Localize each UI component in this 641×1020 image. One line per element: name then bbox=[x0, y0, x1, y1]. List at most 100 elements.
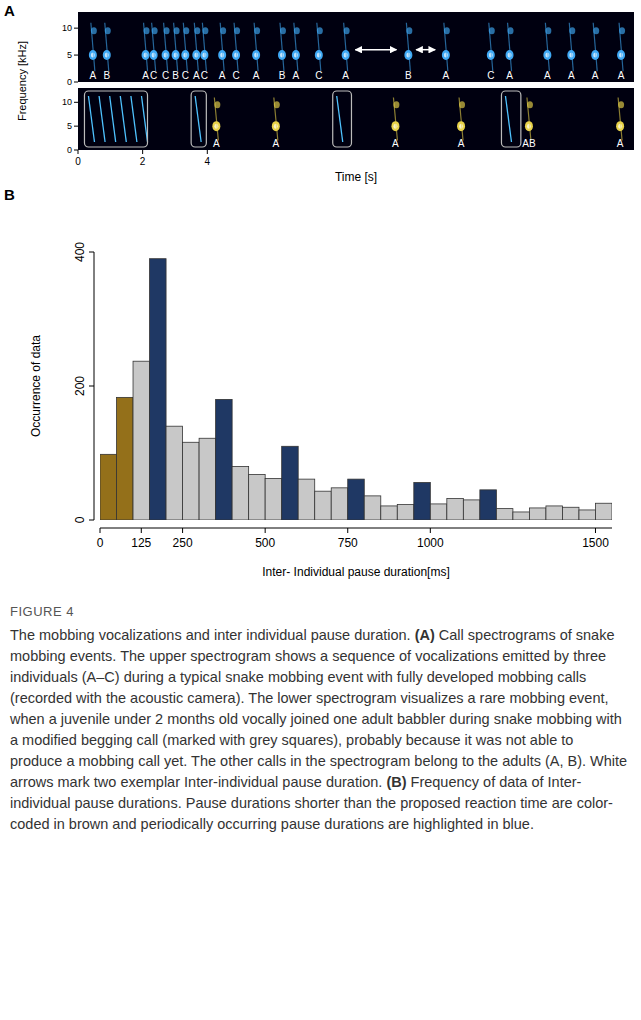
caption-label: FIGURE 4 bbox=[10, 604, 628, 619]
call-label: B bbox=[279, 70, 286, 81]
bar bbox=[133, 361, 150, 520]
call-streak bbox=[254, 23, 258, 71]
y-axis-title: Occurrence of data bbox=[29, 335, 43, 437]
call-label: B bbox=[405, 70, 412, 81]
begging-streak bbox=[110, 96, 116, 142]
call bbox=[543, 23, 551, 71]
bar bbox=[265, 478, 282, 520]
y-tick bbox=[74, 102, 78, 103]
y-tick bbox=[74, 82, 78, 83]
calls bbox=[84, 91, 624, 147]
figure: {"chart_data": [ {"type": "spectrogram",… bbox=[0, 0, 641, 1020]
call bbox=[218, 23, 226, 71]
x-tick-label: 250 bbox=[173, 536, 193, 550]
call-streak bbox=[619, 23, 623, 71]
begging-call bbox=[191, 91, 206, 147]
call bbox=[404, 23, 412, 71]
call-label: A bbox=[618, 70, 625, 81]
caption-text: The mobbing vocalizations and inter indi… bbox=[10, 625, 628, 835]
x-tick bbox=[141, 528, 142, 533]
call-streak bbox=[393, 98, 397, 141]
caption-panel-ref: (A) bbox=[415, 627, 435, 643]
bar bbox=[562, 507, 579, 520]
y-tick-label: 400 bbox=[73, 242, 87, 262]
caption-segment: The mobbing vocalizations and inter indi… bbox=[10, 627, 415, 643]
x-tick-label: 750 bbox=[338, 536, 358, 550]
call-streak bbox=[164, 23, 168, 71]
call-streak bbox=[527, 98, 531, 141]
bar bbox=[331, 488, 348, 520]
begging-call bbox=[501, 91, 520, 147]
call-label: A bbox=[142, 70, 149, 81]
pause-arrow bbox=[355, 49, 396, 51]
x-tick-label: 4 bbox=[205, 156, 211, 167]
bar bbox=[100, 454, 117, 520]
x-tick bbox=[182, 528, 183, 533]
call-label: A bbox=[458, 138, 465, 149]
x-tick-label: 1500 bbox=[582, 536, 609, 550]
call-label: C bbox=[150, 70, 157, 81]
y-tick bbox=[89, 252, 94, 253]
x-tick-label: 1000 bbox=[417, 536, 444, 550]
call-label: A bbox=[617, 138, 624, 149]
bar bbox=[414, 482, 431, 520]
bar bbox=[496, 509, 513, 520]
bar bbox=[183, 442, 200, 520]
call bbox=[272, 98, 280, 141]
call bbox=[252, 23, 260, 71]
begging-streak bbox=[505, 96, 511, 142]
caption: FIGURE 4 The mobbing vocalizations and i… bbox=[10, 604, 628, 835]
call bbox=[103, 23, 111, 71]
x-tick bbox=[100, 528, 101, 533]
call-label: C bbox=[182, 70, 189, 81]
call-streak bbox=[194, 23, 198, 71]
y-tick bbox=[89, 520, 94, 521]
begging-streak bbox=[142, 96, 148, 142]
call bbox=[292, 23, 300, 71]
x-axis-title: Inter- Individual pause duration[ms] bbox=[262, 565, 449, 579]
call bbox=[442, 23, 450, 71]
call bbox=[192, 23, 200, 71]
x-tick bbox=[78, 150, 79, 154]
y-tick bbox=[74, 55, 78, 56]
call bbox=[181, 23, 189, 71]
x-tick bbox=[142, 150, 143, 154]
call-streak bbox=[234, 23, 238, 71]
y-axis-title: Frequency [kHz] bbox=[16, 41, 28, 121]
call bbox=[391, 98, 399, 141]
bar bbox=[199, 438, 216, 520]
begging-streak bbox=[195, 96, 201, 142]
y-tick-label: 200 bbox=[73, 376, 87, 396]
y-tick-label: 5 bbox=[67, 121, 72, 131]
y-tick bbox=[74, 28, 78, 29]
x-tick-label: 0 bbox=[75, 156, 81, 167]
call-streak bbox=[459, 98, 463, 141]
begging-box bbox=[84, 91, 147, 147]
bar bbox=[513, 512, 530, 520]
begging-box bbox=[333, 91, 352, 147]
y-tick bbox=[89, 386, 94, 387]
bar bbox=[216, 399, 233, 520]
call-label: A bbox=[253, 70, 260, 81]
begging-call bbox=[84, 91, 147, 147]
call bbox=[142, 23, 150, 71]
call bbox=[172, 23, 180, 71]
x-tick-label: 2 bbox=[140, 156, 146, 167]
bar bbox=[166, 426, 183, 520]
call-label: A bbox=[219, 70, 226, 81]
y-tick bbox=[74, 150, 78, 151]
y-tick-label: 5 bbox=[67, 50, 72, 60]
call-label: A bbox=[392, 138, 399, 149]
y-tick-label: 10 bbox=[62, 97, 72, 107]
call-streak bbox=[274, 98, 278, 141]
caption-segment: Call spectrograms of snake mobbing event… bbox=[10, 627, 627, 790]
y-tick-label: 0 bbox=[67, 145, 72, 155]
call bbox=[457, 98, 465, 141]
begging-box bbox=[501, 91, 520, 147]
call-label: A bbox=[568, 70, 575, 81]
call-streak bbox=[105, 23, 109, 71]
call bbox=[278, 23, 286, 71]
call-label: A bbox=[193, 70, 200, 81]
y-tick-label: 10 bbox=[62, 23, 72, 33]
call-streak bbox=[317, 23, 321, 71]
